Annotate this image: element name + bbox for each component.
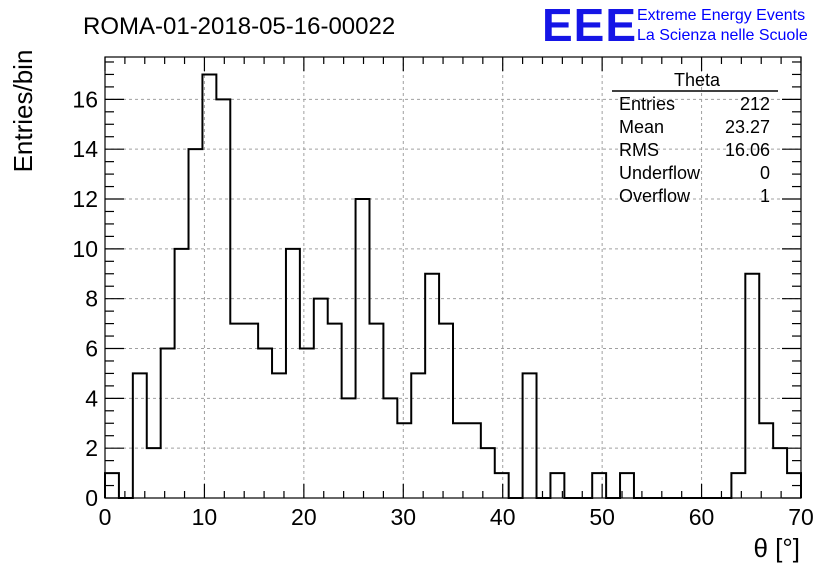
histogram-bin-26 xyxy=(467,423,481,498)
histogram-bin-8 xyxy=(216,99,230,498)
y-tick-label: 4 xyxy=(85,385,98,411)
stats-label-underflow: Underflow xyxy=(619,163,701,183)
x-tick-label: 0 xyxy=(99,504,112,530)
stats-value-overflow: 1 xyxy=(760,186,770,206)
histogram-bin-48 xyxy=(773,448,787,498)
y-tick-label: 2 xyxy=(85,435,98,461)
y-tick-label: 14 xyxy=(72,136,98,162)
histogram-bin-2 xyxy=(133,373,147,498)
histogram-bin-19 xyxy=(369,324,383,498)
histogram-bin-21 xyxy=(397,423,411,498)
eee-logo: EEE xyxy=(542,0,637,51)
histogram-bin-16 xyxy=(328,324,342,498)
histogram-bin-6 xyxy=(189,149,203,498)
y-tick-label: 10 xyxy=(72,236,98,262)
y-tick-label: 0 xyxy=(85,485,98,511)
histogram-bin-27 xyxy=(481,448,495,498)
histogram-bin-5 xyxy=(175,249,189,498)
histogram-bin-30 xyxy=(523,373,537,498)
stats-label-entries: Entries xyxy=(619,94,675,114)
histogram-bin-45 xyxy=(731,473,745,498)
histogram-bin-25 xyxy=(453,423,467,498)
y-tick-label: 16 xyxy=(72,86,98,112)
histogram-bin-35 xyxy=(592,473,606,498)
histogram-bin-46 xyxy=(745,274,759,498)
histogram-bin-14 xyxy=(300,349,314,498)
histogram-bin-20 xyxy=(383,398,397,498)
histogram-bin-12 xyxy=(272,373,286,498)
project-subtitle: La Scienza nelle Scuole xyxy=(637,27,808,44)
x-tick-label: 30 xyxy=(390,504,416,530)
stats-value-mean: 23.27 xyxy=(725,117,770,137)
histogram-bin-24 xyxy=(439,324,453,498)
histogram-series xyxy=(104,73,802,499)
histogram-bin-13 xyxy=(286,249,300,498)
x-tick-label: 10 xyxy=(192,504,218,530)
histogram-bin-3 xyxy=(147,448,161,498)
histogram-bin-7 xyxy=(202,74,216,498)
x-axis-label: θ [°] xyxy=(753,533,800,563)
histogram-bin-22 xyxy=(411,373,425,498)
histogram-bin-23 xyxy=(425,274,439,498)
stats-title: Theta xyxy=(674,70,721,90)
histogram-bin-10 xyxy=(244,324,258,498)
plot-frame xyxy=(104,56,802,499)
project-name: Extreme Energy Events xyxy=(637,7,805,24)
y-tick-label: 6 xyxy=(85,336,98,362)
y-tick-label: 8 xyxy=(85,286,98,312)
stats-label-mean: Mean xyxy=(619,117,664,137)
stats-value-entries: 212 xyxy=(740,94,770,114)
x-tick-label: 60 xyxy=(689,504,715,530)
y-tick-label: 12 xyxy=(72,186,98,212)
x-tick-label: 70 xyxy=(788,504,814,530)
chart-title: ROMA-01-2018-05-16-00022 xyxy=(83,13,395,40)
histogram-bin-11 xyxy=(258,349,272,498)
x-tick-label: 20 xyxy=(291,504,317,530)
stats-value-rms: 16.06 xyxy=(725,140,770,160)
histogram-bin-4 xyxy=(161,349,175,498)
stats-value-underflow: 0 xyxy=(760,163,770,183)
x-tick-label: 50 xyxy=(589,504,615,530)
histogram-bin-18 xyxy=(356,199,370,498)
stats-label-overflow: Overflow xyxy=(619,186,691,206)
histogram-bin-47 xyxy=(759,423,773,498)
stats-label-rms: RMS xyxy=(619,140,659,160)
histogram-bin-15 xyxy=(314,299,328,498)
x-tick-label: 40 xyxy=(490,504,516,530)
histogram-bin-17 xyxy=(342,398,356,498)
histogram-bin-9 xyxy=(230,324,244,498)
y-axis-label: Entries/bin xyxy=(8,50,38,173)
histogram-bin-28 xyxy=(495,473,509,498)
stats-box: Theta Entries 212 Mean 23.27 RMS 16.06 Underflo… xyxy=(612,70,778,206)
